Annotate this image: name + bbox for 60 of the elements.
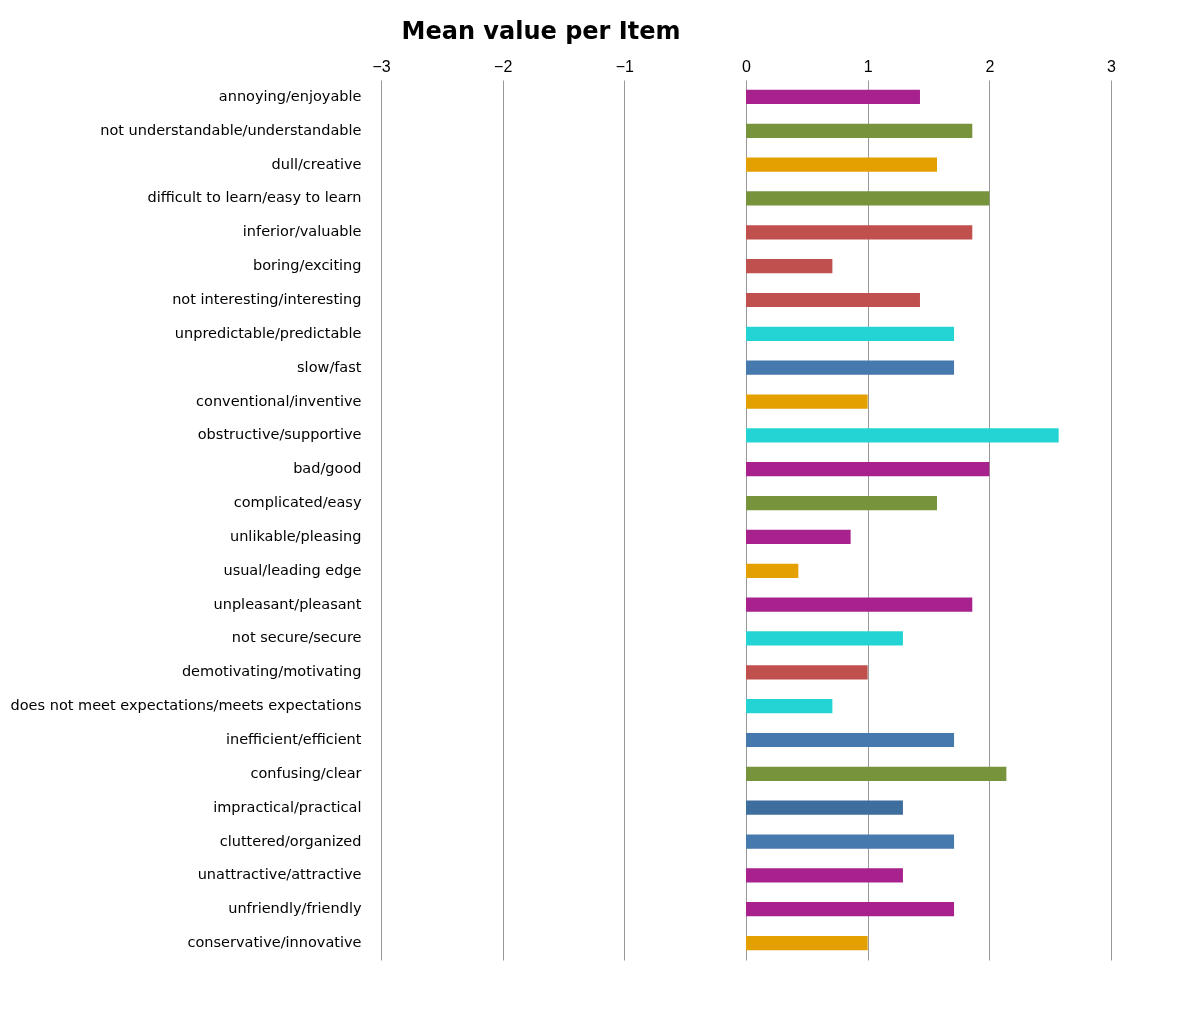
y-tick-label: unlikable/pleasing xyxy=(229,527,362,544)
y-tick-label: usual/leading edge xyxy=(223,561,362,578)
y-tick-label: not secure/secure xyxy=(231,629,362,646)
bar xyxy=(746,834,955,849)
x-tick-label: 3 xyxy=(1107,57,1117,75)
y-tick-label: confusing/clear xyxy=(250,764,362,781)
bar xyxy=(746,529,851,545)
y-tick-label: difficult to learn/easy to learn xyxy=(147,189,362,206)
y-tick-label: not understandable/understandable xyxy=(100,121,362,138)
x-tick-label: 1 xyxy=(863,57,873,75)
bar xyxy=(746,631,903,646)
bar xyxy=(746,191,990,206)
bar xyxy=(746,902,955,917)
bar xyxy=(746,394,868,409)
bar xyxy=(746,360,955,375)
y-tick-label: demotivating/motivating xyxy=(181,663,362,680)
y-tick-label: conventional/inventive xyxy=(196,392,362,409)
bar xyxy=(746,732,955,748)
y-tick-label: boring/exciting xyxy=(253,257,362,274)
y-tick-label: slow/fast xyxy=(297,358,362,375)
y-tick-label: complicated/easy xyxy=(233,494,362,511)
chart-title: Mean value per Item xyxy=(401,17,681,45)
x-tick-label: 2 xyxy=(985,57,995,75)
y-tick-label: inferior/valuable xyxy=(242,223,362,240)
bar xyxy=(746,462,990,477)
y-tick-label: unattractive/attractive xyxy=(197,866,362,883)
bar xyxy=(746,326,955,341)
bar xyxy=(746,597,973,612)
y-tick-label: obstructive/supportive xyxy=(197,426,362,443)
y-tick-label: unfriendly/friendly xyxy=(228,900,362,917)
bar xyxy=(746,665,868,680)
bar xyxy=(746,800,903,815)
bar xyxy=(746,259,833,274)
bar xyxy=(746,699,833,714)
bar xyxy=(746,123,973,138)
bar xyxy=(746,157,938,172)
x-tick-label: −2 xyxy=(494,57,513,75)
bar xyxy=(746,766,1007,781)
bar xyxy=(746,495,938,511)
y-tick-label: not interesting/interesting xyxy=(172,291,362,307)
bar xyxy=(746,428,1059,443)
y-tick-label: unpleasant/pleasant xyxy=(213,595,362,612)
x-tick-label: 0 xyxy=(742,57,752,75)
bar xyxy=(746,89,920,105)
bar xyxy=(746,225,973,240)
x-tick-label: −3 xyxy=(372,57,391,75)
y-tick-label: annoying/enjoyable xyxy=(218,87,362,104)
y-tick-label: inefficient/efficient xyxy=(225,731,362,747)
bar xyxy=(746,935,868,951)
y-tick-label: dull/creative xyxy=(271,155,362,172)
y-tick-label: unpredictable/predictable xyxy=(174,324,362,341)
x-tick-label: −1 xyxy=(615,57,635,75)
y-tick-label: bad/good xyxy=(293,460,362,477)
y-tick-label: does not meet expectations/meets expectations xyxy=(10,697,362,714)
bar xyxy=(746,292,920,308)
bar xyxy=(746,868,903,883)
y-tick-label: cluttered/organized xyxy=(219,832,362,849)
bar xyxy=(746,563,799,578)
y-tick-label: impractical/practical xyxy=(213,798,362,815)
y-tick-label: conservative/innovative xyxy=(187,934,362,951)
